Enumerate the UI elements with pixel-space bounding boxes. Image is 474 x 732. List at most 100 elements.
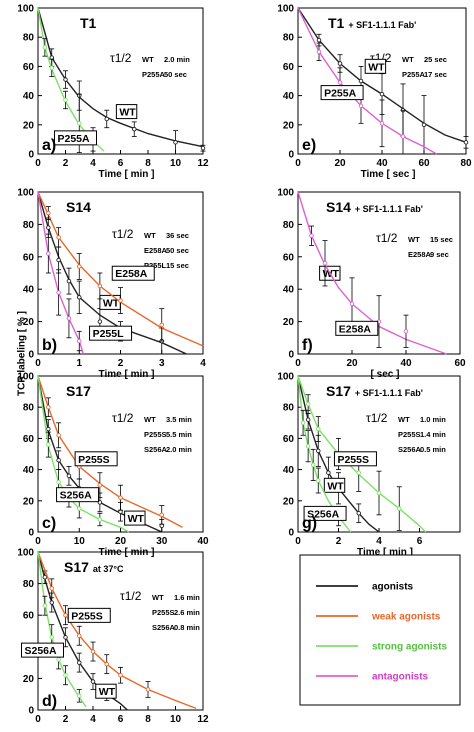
data-point xyxy=(42,45,48,50)
halftime-value: 5.5 min xyxy=(166,430,192,439)
data-point xyxy=(66,278,72,284)
data-point xyxy=(46,404,51,410)
series-line-e258a xyxy=(37,191,204,347)
data-point xyxy=(46,225,51,230)
halftime-label: S256A xyxy=(144,445,168,454)
data-point xyxy=(56,657,61,662)
series-line-wt xyxy=(37,375,163,533)
y-tick-label: 60 xyxy=(283,62,295,73)
data-point xyxy=(300,420,306,426)
panel-letter: e) xyxy=(302,137,316,154)
panel-subtitle: + SF1-1.1.1 Fab' xyxy=(348,20,416,30)
data-point xyxy=(49,600,55,605)
data-point xyxy=(358,103,364,109)
legend-label: agonists xyxy=(372,582,414,593)
x-tick-label: 40 xyxy=(376,158,388,169)
data-point xyxy=(90,649,96,654)
halftime-header: τ1/2 xyxy=(112,411,134,425)
halftime-label: WT xyxy=(398,415,410,424)
data-point xyxy=(76,506,82,511)
data-point xyxy=(63,97,68,103)
panel-g: 0 20 40 60 80 100 0 2 4 6 Time [ min ] S17 + SF1-1.1… xyxy=(277,372,461,558)
x-axis-label: Time [ min ] xyxy=(357,547,413,558)
legend-frame xyxy=(299,554,461,706)
data-point xyxy=(305,443,311,449)
data-point xyxy=(118,672,123,678)
halftime-label: WT xyxy=(144,231,156,240)
halftime-value: 25 sec xyxy=(424,55,447,64)
plot-frame xyxy=(297,191,461,355)
x-tick-label: 20 xyxy=(334,158,346,169)
data-point xyxy=(56,457,61,463)
halftime-label: P255L xyxy=(144,261,167,270)
y-tick-label: 0 xyxy=(288,350,294,361)
panel-title: T1 xyxy=(80,15,97,31)
data-point xyxy=(104,116,109,122)
data-point xyxy=(118,298,123,303)
y-tick-label: 0 xyxy=(288,150,294,161)
halftime-label: P255A xyxy=(402,70,426,79)
data-point xyxy=(63,77,68,82)
y-tick-label: 20 xyxy=(23,120,35,131)
y-tick-label: 0 xyxy=(28,528,34,539)
data-point xyxy=(76,693,82,699)
x-tick-label: 40 xyxy=(197,536,209,547)
data-point xyxy=(118,495,123,500)
y-tick-label: 20 xyxy=(23,317,35,328)
series-label: P255L xyxy=(93,328,125,340)
data-point xyxy=(76,338,82,344)
x-tick-label: 6 xyxy=(417,536,423,547)
x-tick-label: 30 xyxy=(156,536,168,547)
series-label-box xyxy=(56,487,100,503)
series-label-box xyxy=(333,451,377,467)
legend-label: weak agonists xyxy=(371,612,441,623)
halftime-label: E258A xyxy=(144,246,168,255)
series-label: S256A xyxy=(25,645,58,657)
halftime-value: 1.4 min xyxy=(420,430,446,439)
series-label-box xyxy=(124,510,146,526)
series-label: P255A xyxy=(58,133,91,145)
series-label: E258A xyxy=(115,268,148,280)
y-tick-label: 80 xyxy=(23,403,35,414)
halftime-value: 9 sec xyxy=(430,250,449,259)
data-point xyxy=(42,603,48,608)
y-tick-label: 20 xyxy=(283,496,295,507)
y-tick-label: 60 xyxy=(283,252,295,263)
x-tick-label: 0 xyxy=(35,714,41,725)
data-point xyxy=(97,319,103,324)
data-point xyxy=(316,478,321,483)
x-tick-label: 0 xyxy=(295,158,301,169)
data-point xyxy=(400,134,406,139)
halftime-value: 0.8 min xyxy=(174,623,200,632)
panel-letter: b) xyxy=(42,337,57,354)
series-line-wt xyxy=(37,7,204,148)
y-tick-label: 100 xyxy=(277,188,294,199)
y-tick-label: 100 xyxy=(277,4,294,15)
halftime-value: 2.6 min xyxy=(174,608,200,617)
data-point xyxy=(97,517,103,522)
y-tick-label: 40 xyxy=(23,285,35,296)
panel-subtitle: + SF1-1.1.1 Fab' xyxy=(355,204,423,214)
x-tick-label: 4 xyxy=(376,536,382,547)
y-tick-label: 100 xyxy=(17,372,34,383)
halftime-value: 3.5 min xyxy=(166,415,192,424)
x-tick-label: 1 xyxy=(76,358,82,369)
series-label-box xyxy=(111,265,155,281)
data-point xyxy=(56,433,61,438)
series-line-p255s xyxy=(37,375,183,528)
legend-label: strong agonists xyxy=(372,642,447,653)
x-tick-label: 8 xyxy=(145,158,151,169)
data-point xyxy=(379,91,385,97)
series-line-s256a xyxy=(37,375,130,533)
y-tick-label: 80 xyxy=(23,579,35,590)
x-axis-label: Time [ min ] xyxy=(99,169,155,180)
data-point xyxy=(316,37,322,43)
panel-title: S17 xyxy=(66,383,91,399)
y-tick-label: 80 xyxy=(283,33,295,44)
data-point xyxy=(403,329,409,334)
series-line-p255s xyxy=(37,551,197,710)
series-label: WT xyxy=(119,107,136,119)
halftime-label: S256A xyxy=(398,445,422,454)
y-tick-label: 40 xyxy=(23,91,35,102)
